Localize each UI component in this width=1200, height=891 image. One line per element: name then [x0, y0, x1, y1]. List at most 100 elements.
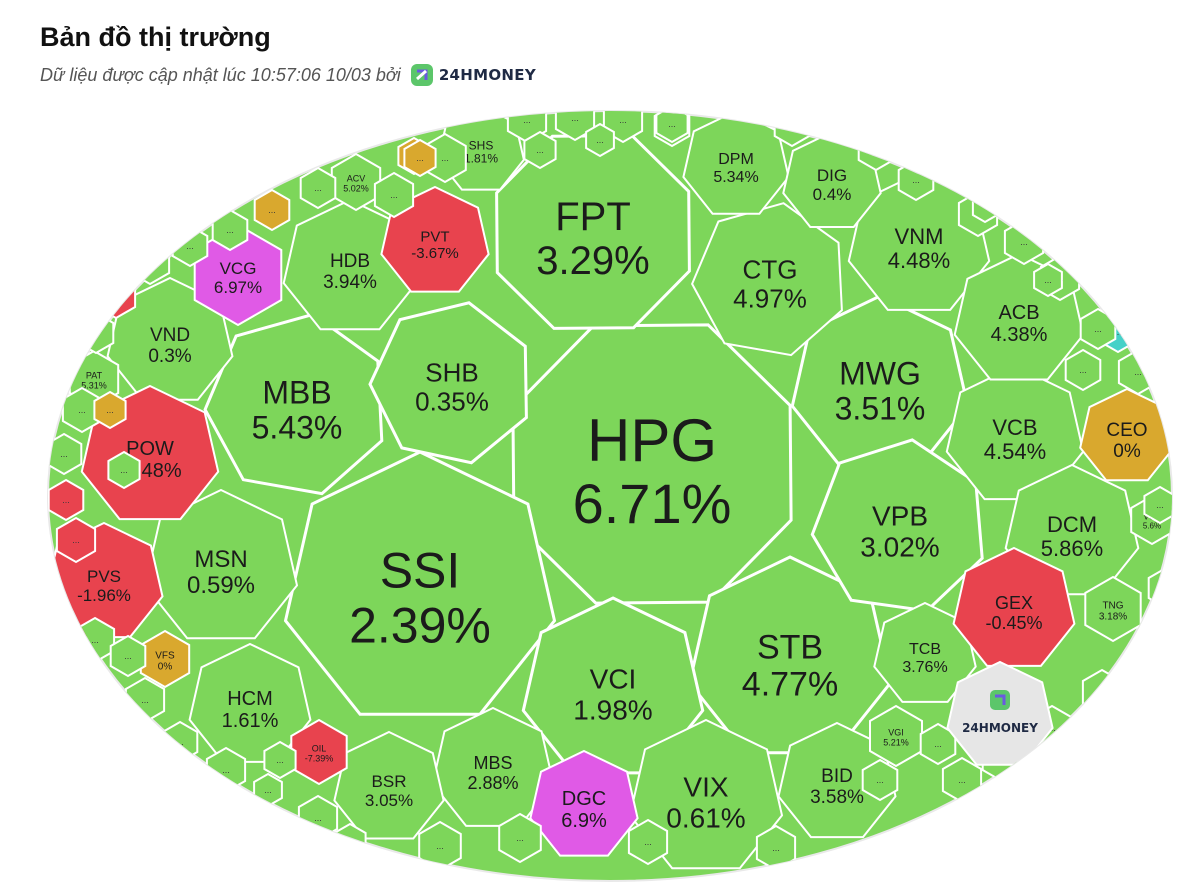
- change-percent-label: -0.45%: [985, 613, 1042, 633]
- stock-tile-hcm[interactable]: [188, 642, 312, 763]
- small-stock-cell[interactable]: ...: [161, 720, 199, 764]
- small-stock-cell[interactable]: ...: [263, 740, 297, 780]
- small-stock-cell[interactable]: ...: [373, 171, 415, 219]
- small-stock-cell[interactable]: ...: [773, 106, 811, 148]
- small-stock-cell[interactable]: ...: [77, 311, 115, 355]
- small-stock-cell[interactable]: ...: [655, 106, 689, 144]
- more-label: ...: [124, 651, 132, 661]
- stock-tile-dgc[interactable]: [529, 749, 639, 857]
- stock-tile-ssi[interactable]: [283, 450, 557, 716]
- update-text: Dữ liệu được cập nhật lúc 10:57:06 10/03…: [40, 64, 401, 85]
- ticker-label: VND: [150, 325, 190, 346]
- small-stock-cell[interactable]: ...: [523, 130, 557, 170]
- ticker-label: SSI: [380, 543, 461, 599]
- small-stock-cell[interactable]: [971, 192, 999, 224]
- small-stock-cell[interactable]: ...: [109, 634, 147, 678]
- small-stock-cell[interactable]: ...: [861, 758, 899, 802]
- small-stock-cell[interactable]: ...: [403, 138, 437, 178]
- small-stock-cell[interactable]: ...: [211, 208, 249, 252]
- small-stock-cell[interactable]: ...: [755, 824, 797, 872]
- small-stock-cell[interactable]: ...: [55, 516, 97, 564]
- more-label: ...: [1156, 500, 1164, 510]
- more-label: ...: [1138, 658, 1146, 668]
- stock-tile-mbs[interactable]: [431, 706, 555, 827]
- small-stock-cell[interactable]: ...: [124, 676, 166, 724]
- small-stock-cell[interactable]: ...: [1079, 307, 1117, 351]
- small-stock-cell[interactable]: ...: [299, 166, 337, 210]
- small-stock-cell[interactable]: ...: [1003, 218, 1045, 266]
- brand-link[interactable]: 24HMONEY: [409, 62, 536, 88]
- more-label: ...: [186, 241, 194, 251]
- small-stock-cell[interactable]: ...: [1067, 226, 1105, 270]
- stock-tile-shb[interactable]: [368, 301, 528, 465]
- stock-tile-gex[interactable]: [952, 546, 1076, 667]
- stock-cell-gex[interactable]: GEX-0.45%: [952, 546, 1076, 667]
- small-stock-cell[interactable]: ...: [171, 224, 209, 268]
- small-stock-cell[interactable]: ...: [107, 450, 141, 490]
- small-stock-cell[interactable]: ...: [498, 812, 542, 864]
- small-stock-cell[interactable]: ...: [48, 478, 85, 522]
- stock-cell-oil[interactable]: OIL-7.39%: [290, 718, 348, 786]
- stock-tile-hpg[interactable]: [511, 323, 793, 605]
- small-stock-cell[interactable]: ...: [47, 432, 83, 476]
- small-stock-cell[interactable]: ...: [1033, 262, 1063, 298]
- change-percent-label: 6.97%: [214, 278, 262, 297]
- small-stock-cell[interactable]: ...: [1064, 348, 1102, 392]
- small-stock-cell[interactable]: ...: [1123, 641, 1161, 685]
- stock-tile-vpb[interactable]: [810, 438, 984, 613]
- stock-tile-vcb[interactable]: [945, 364, 1085, 501]
- small-stock-cell[interactable]: ...: [857, 128, 895, 172]
- small-stock-cell[interactable]: ...: [1103, 280, 1137, 320]
- small-stock-cell[interactable]: ...: [1117, 348, 1159, 396]
- change-percent-label: 0%: [1113, 441, 1141, 462]
- change-percent-label: 0.61%: [666, 802, 745, 833]
- small-stock-cell[interactable]: ...: [205, 746, 247, 794]
- small-stock-cell[interactable]: ...: [297, 794, 339, 842]
- small-stock-cell[interactable]: ...: [253, 772, 283, 808]
- stock-tile-tng[interactable]: [1084, 575, 1142, 643]
- small-stock-cell[interactable]: ...: [897, 158, 935, 202]
- small-stock-cell[interactable]: ...: [1143, 485, 1175, 525]
- small-stock-cell[interactable]: ...: [627, 818, 669, 866]
- ticker-label: VCI: [590, 664, 637, 695]
- small-stock-cell[interactable]: ...: [1147, 566, 1184, 610]
- small-stock-cell[interactable]: ...: [554, 96, 596, 142]
- stock-tile-msn[interactable]: [143, 488, 299, 640]
- ticker-label: PAT: [86, 371, 103, 381]
- stock-tile-vgi[interactable]: [869, 704, 923, 768]
- small-stock-cell[interactable]: ...: [74, 616, 116, 664]
- small-stock-cell[interactable]: ...: [585, 122, 615, 158]
- small-stock-cell[interactable]: ...: [93, 390, 127, 430]
- stock-tile-oil[interactable]: [290, 718, 348, 786]
- stock-tile-acv[interactable]: [330, 152, 382, 212]
- stock-tile-ctg[interactable]: [690, 202, 843, 357]
- small-stock-cell[interactable]: ...: [1081, 668, 1123, 716]
- small-stock-cell[interactable]: ...: [253, 188, 291, 232]
- ticker-label: VIX: [683, 772, 728, 803]
